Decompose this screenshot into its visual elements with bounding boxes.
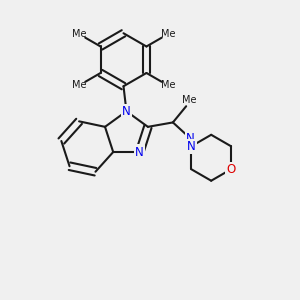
Text: N: N — [135, 146, 144, 158]
Text: Me: Me — [161, 80, 176, 91]
Text: Me: Me — [182, 95, 196, 105]
Text: Me: Me — [72, 80, 86, 91]
Text: N: N — [122, 105, 131, 118]
Text: N: N — [187, 140, 196, 153]
Text: Me: Me — [72, 29, 86, 39]
Text: O: O — [226, 163, 236, 176]
Text: N: N — [186, 132, 195, 145]
Text: Me: Me — [161, 29, 176, 39]
